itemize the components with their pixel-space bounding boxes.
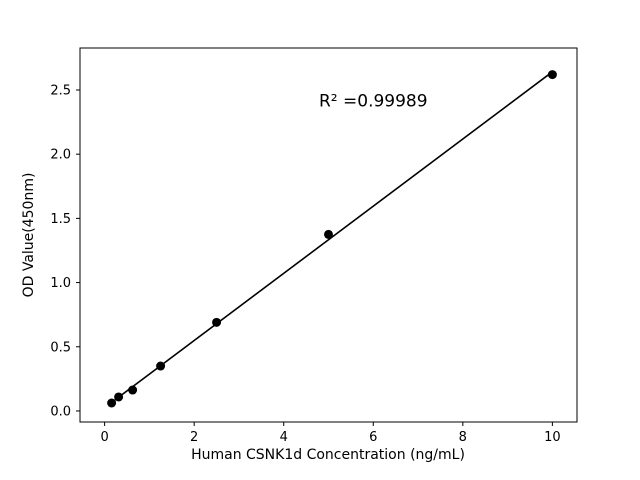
data-point	[212, 317, 222, 327]
axis-ticks: 0 2 4 6 8 10 0.0 0.5 1.0 1.5 2.0 2.5	[50, 83, 560, 445]
data-point	[547, 70, 557, 80]
data-point	[156, 361, 166, 371]
x-tick-label: 6	[369, 430, 377, 445]
y-tick-label: 1.0	[50, 276, 71, 291]
plot-area	[79, 47, 578, 423]
y-tick-label: 2.5	[50, 83, 71, 98]
data-point	[107, 398, 117, 408]
x-tick-label: 4	[280, 430, 288, 445]
x-tick-label: 2	[190, 430, 198, 445]
y-tick-label: 2.0	[50, 148, 71, 163]
y-tick-label: 0.5	[50, 340, 71, 355]
y-axis-label: OD Value(450nm)	[21, 173, 37, 298]
y-tick-label: 1.5	[50, 212, 71, 227]
data-point	[128, 385, 138, 395]
r-squared-annotation: R² =0.99989	[319, 91, 428, 111]
data-series	[107, 70, 557, 408]
x-axis-label: Human CSNK1d Concentration (ng/mL)	[191, 447, 465, 463]
x-tick-label: 8	[459, 430, 467, 445]
x-tick-label: 10	[544, 430, 561, 445]
data-point	[114, 392, 124, 402]
data-point	[324, 229, 333, 239]
y-tick-label: 0.0	[50, 404, 71, 419]
x-tick-label: 0	[100, 430, 108, 445]
